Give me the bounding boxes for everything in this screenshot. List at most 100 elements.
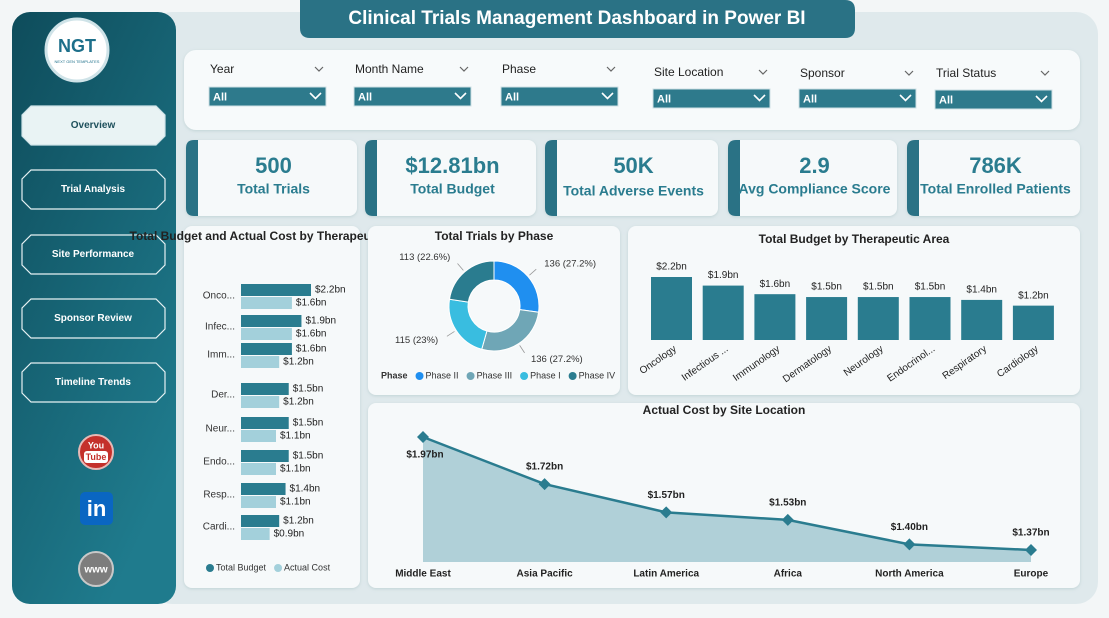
bar — [241, 417, 289, 429]
filter-dropdown[interactable] — [208, 86, 327, 107]
title-banner — [300, 0, 855, 38]
nav-button[interactable] — [21, 169, 166, 210]
nav-button[interactable] — [21, 234, 166, 275]
legend-swatch — [520, 372, 529, 380]
legend-swatch — [466, 372, 475, 380]
filter-value: All — [358, 91, 372, 103]
data-label: $1.9bn — [305, 316, 336, 327]
nav-button[interactable] — [21, 105, 166, 146]
nav-label: Timeline Trends — [55, 377, 131, 388]
filter-dropdown[interactable] — [934, 89, 1053, 110]
data-label: $1.2bn — [283, 357, 314, 368]
leader-line — [519, 345, 525, 354]
chart-title: Total Trials by Phase — [435, 229, 554, 243]
bar — [241, 315, 302, 327]
area-line — [422, 435, 1032, 552]
bar — [857, 297, 899, 340]
data-label: $1.1bn — [280, 431, 311, 442]
point-marker — [903, 538, 916, 551]
data-label: $1.5bn — [863, 282, 894, 293]
data-label: 136 (27.2%) — [544, 258, 596, 269]
legend-title: Phase — [381, 370, 408, 380]
filter-chevron — [459, 66, 469, 72]
x-tick-label: North America — [875, 569, 944, 580]
data-label: $1.6bn — [296, 344, 327, 355]
legend-label: Total Budget — [216, 562, 267, 572]
data-label: $1.53bn — [769, 498, 806, 509]
data-label: $1.6bn — [296, 298, 327, 309]
data-label: $1.2bn — [283, 397, 314, 408]
leader-line — [446, 331, 455, 337]
kpi-accent — [907, 140, 919, 216]
filter-label: Sponsor — [800, 66, 845, 80]
data-label: $1.5bn — [293, 418, 324, 429]
page-title: Clinical Trials Management Dashboard in … — [348, 8, 805, 29]
filter-label: Trial Status — [936, 66, 996, 80]
logo — [44, 17, 110, 83]
point-marker — [417, 431, 429, 443]
data-label: $2.2bn — [315, 285, 346, 296]
bar — [241, 343, 292, 355]
nav-label: Trial Analysis — [61, 184, 126, 195]
y-tick-label: Infec... — [205, 322, 235, 333]
point-marker — [538, 478, 551, 491]
bar — [1012, 305, 1054, 340]
chart-title: Actual Cost by Site Location — [643, 403, 806, 417]
filter-dropdown[interactable] — [500, 86, 619, 107]
nav-button[interactable] — [21, 298, 166, 339]
legend-label: Phase I — [530, 370, 561, 380]
chart-card — [368, 226, 620, 395]
data-label: $1.5bn — [811, 282, 842, 293]
data-label: $1.97bn — [406, 450, 443, 461]
y-tick-label: Neur... — [206, 424, 235, 435]
filter-chevron — [904, 70, 914, 76]
kpi-value: 2.9 — [799, 153, 830, 178]
chart-card — [628, 226, 1080, 395]
data-label: $1.37bn — [1012, 528, 1049, 539]
y-tick-label: Onco... — [203, 291, 235, 302]
web-icon[interactable] — [78, 551, 114, 587]
bar — [241, 463, 276, 475]
data-label: $1.5bn — [293, 384, 324, 395]
kpi-label: Total Trials — [237, 181, 310, 197]
filter-dropdown[interactable] — [652, 88, 771, 109]
x-tick-label: Middle East — [395, 569, 451, 580]
bar — [241, 284, 311, 296]
data-label: $1.4bn — [290, 484, 321, 495]
bar — [909, 297, 951, 340]
filter-dropdown[interactable] — [798, 88, 917, 109]
legend-swatch — [415, 372, 424, 380]
donut-slice — [448, 260, 495, 303]
bar — [702, 285, 744, 340]
bar — [961, 299, 1003, 340]
filter-value: All — [657, 93, 671, 105]
linkedin-text: in — [87, 496, 107, 521]
nav-button[interactable] — [21, 362, 166, 403]
x-tick-label: Africa — [774, 569, 803, 580]
data-label: $1.1bn — [280, 497, 311, 508]
filter-chevron — [1040, 70, 1050, 76]
bar — [806, 297, 848, 340]
bar — [241, 515, 280, 527]
data-label: $1.1bn — [280, 464, 311, 475]
filter-chevron — [314, 66, 324, 72]
data-label: $1.6bn — [760, 279, 791, 290]
y-tick-label: Resp... — [203, 490, 235, 501]
kpi-accent — [545, 140, 557, 216]
bar — [241, 450, 289, 462]
filter-value: All — [505, 91, 519, 103]
logo-subtitle: NEXT GEN TEMPLATES — [55, 59, 100, 64]
filter-panel — [184, 50, 1080, 130]
filter-dropdown[interactable] — [353, 86, 472, 107]
data-label: 136 (27.2%) — [531, 354, 583, 365]
bar — [241, 396, 280, 408]
bar — [241, 496, 276, 508]
data-label: $1.4bn — [966, 285, 997, 296]
leader-line — [457, 263, 464, 271]
filter-label: Phase — [502, 62, 536, 76]
filter-label: Year — [210, 62, 234, 76]
linkedin-icon[interactable] — [80, 492, 113, 525]
dropdown-chevron — [309, 92, 322, 100]
leader-line — [529, 268, 537, 276]
data-label: $1.57bn — [648, 490, 685, 501]
